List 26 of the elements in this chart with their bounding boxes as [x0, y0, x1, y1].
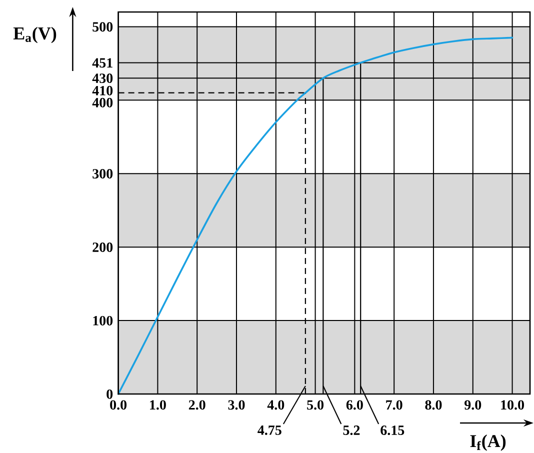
x-tick-label: 3.0 — [228, 400, 245, 410]
y-tick-label: 300 — [92, 169, 113, 179]
y-tick-label: 500 — [92, 22, 113, 32]
ref-line-label: 410 — [92, 86, 113, 96]
ref-line-label: 4.75 — [258, 426, 282, 435]
x-tick-label: 5.0 — [307, 400, 324, 410]
y-tick-label: 451 — [92, 58, 112, 68]
x-tick-label: 2.0 — [188, 400, 206, 410]
x-tick-label: 7.0 — [386, 400, 402, 410]
x-tick-label: 10.0 — [501, 400, 524, 410]
y-axis-title: E$_{a}$(V) — [13, 26, 56, 44]
x-tick-label: 1.0 — [150, 400, 166, 410]
y-tick-label: 200 — [92, 242, 113, 252]
x-tick-label: 8.0 — [425, 400, 442, 410]
x-axis-title: I$_{f}$(A) — [470, 434, 506, 451]
y-tick-label: 100 — [93, 316, 113, 326]
x-tick-label: 9.0 — [464, 400, 482, 410]
x-tick-label: 4.0 — [267, 400, 284, 410]
y-tick-label: 0 — [106, 389, 113, 399]
ref-line-label: 6.15 — [380, 426, 404, 436]
ref-line-label: 5.2 — [343, 426, 360, 436]
y-tick-label: 400 — [92, 98, 113, 108]
line-series — [117, 36, 514, 395]
x-tick-label: 0.0 — [110, 400, 127, 410]
x-tick-label: 6.0 — [346, 400, 363, 410]
y-tick-label: 430 — [92, 74, 113, 84]
